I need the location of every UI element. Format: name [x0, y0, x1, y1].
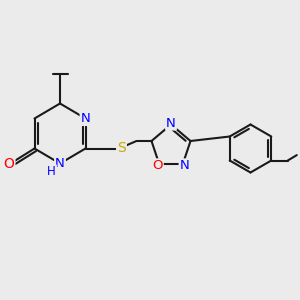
Text: O: O [4, 157, 14, 170]
Text: N: N [180, 159, 189, 172]
Text: N: N [166, 116, 176, 130]
Text: S: S [117, 142, 126, 155]
Text: O: O [152, 159, 163, 172]
Text: N: N [81, 112, 90, 125]
Text: H: H [47, 165, 56, 178]
Text: N: N [55, 157, 65, 170]
